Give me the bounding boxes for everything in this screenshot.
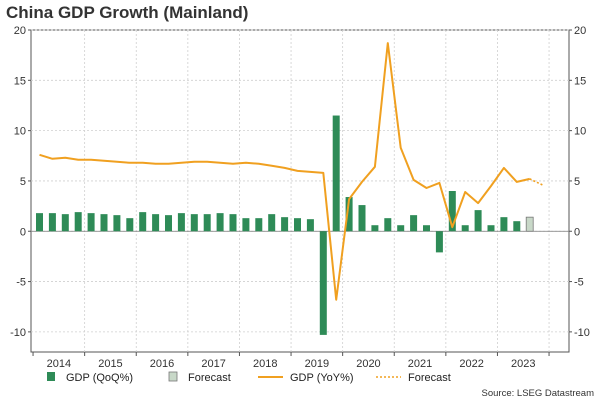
gdp-qoq-bar — [500, 217, 508, 232]
gdp-qoq-bar — [306, 219, 314, 232]
gdp-qoq-bar — [423, 225, 430, 232]
gdp-qoq-bar — [461, 225, 469, 232]
x-tick-label: 2018 — [253, 358, 277, 370]
y-tick-label-left: 10 — [14, 126, 26, 138]
y-tick-label-right: 20 — [574, 25, 586, 37]
gdp-qoq-bar — [345, 197, 353, 232]
gdp-qoq-bar — [487, 225, 495, 232]
gdp-qoq-bar — [332, 115, 340, 232]
x-tick-label: 2015 — [98, 358, 122, 370]
forecast-line — [529, 178, 543, 186]
x-tick-label: 2022 — [459, 358, 483, 370]
gdp-qoq-bar — [242, 218, 250, 232]
y-tick-label-left: -5 — [16, 277, 26, 289]
gdp-qoq-bar — [371, 225, 379, 232]
y-tick-label-right: 15 — [574, 75, 586, 87]
gdp-qoq-bar — [177, 213, 185, 232]
x-tick-label: 2014 — [47, 358, 71, 370]
gdp-qoq-bar — [474, 210, 482, 232]
gdp-qoq-bar — [281, 217, 289, 232]
x-tick-label: 2023 — [511, 358, 535, 370]
gdp-qoq-bar — [216, 213, 224, 232]
gdp-qoq-bar — [36, 213, 43, 232]
gdp-qoq-bar — [435, 231, 443, 253]
x-tick-label: 2020 — [356, 358, 380, 370]
legend-forecast-bar-label: Forecast — [188, 372, 231, 384]
gdp-qoq-bar — [203, 214, 211, 232]
gdp-qoq-bar — [397, 225, 405, 232]
gdp-qoq-bar — [319, 231, 327, 335]
y-tick-label-left: 0 — [20, 226, 26, 238]
gdp-qoq-bar — [48, 213, 56, 232]
y-tick-label-left: 20 — [14, 25, 26, 37]
gdp-qoq-bar — [384, 218, 392, 232]
gdp-qoq-bar — [229, 214, 237, 232]
y-tick-label-right: -5 — [574, 277, 584, 289]
gdp-yoy-line — [39, 42, 530, 301]
gdp-qoq-bar — [87, 213, 95, 232]
gdp-qoq-bar — [100, 214, 108, 232]
y-tick-label-left: 5 — [20, 176, 26, 188]
gdp-qoq-bar — [268, 214, 276, 232]
x-tick-label: 2017 — [201, 358, 225, 370]
legend-forecast-line-label: Forecast — [408, 372, 451, 384]
gdp-qoq-bar — [410, 215, 418, 232]
x-tick-label: 2016 — [150, 358, 174, 370]
gdp-qoq-bar — [448, 191, 456, 232]
gdp-qoq-bar — [139, 212, 147, 232]
gdp-qoq-bar — [74, 212, 82, 232]
gdp-qoq-bar — [190, 214, 198, 232]
y-tick-label-right: 10 — [574, 126, 586, 138]
y-tick-label-right: -10 — [574, 327, 590, 339]
x-tick-label: 2021 — [408, 358, 432, 370]
x-tick-label: 2019 — [305, 358, 329, 370]
y-tick-label-right: 5 — [574, 176, 580, 188]
gdp-qoq-bar — [113, 215, 121, 232]
gdp-qoq-bar — [255, 218, 263, 232]
y-tick-label-left: 15 — [14, 75, 26, 87]
legend-forecast-bar-swatch — [168, 371, 178, 382]
y-tick-label-left: -10 — [10, 327, 26, 339]
gdp-qoq-bar — [294, 218, 301, 232]
source-note: Source: LSEG Datastream — [482, 388, 595, 399]
gdp-qoq-bar — [61, 214, 69, 232]
forecast-bar — [525, 216, 534, 232]
chart-title: China GDP Growth (Mainland) — [6, 3, 249, 22]
legend-gdp-qoq-swatch — [47, 372, 55, 381]
gdp-qoq-bar — [165, 215, 172, 232]
gdp-qoq-bar — [513, 221, 521, 232]
y-tick-label-right: 0 — [574, 226, 580, 238]
gdp-qoq-bar — [152, 214, 160, 232]
legend-gdp-qoq-label: GDP (QoQ%) — [66, 372, 133, 384]
legend-gdp-yoy-label: GDP (YoY%) — [290, 372, 354, 384]
gdp-qoq-bar — [358, 205, 366, 232]
gdp-qoq-bar — [126, 218, 134, 232]
